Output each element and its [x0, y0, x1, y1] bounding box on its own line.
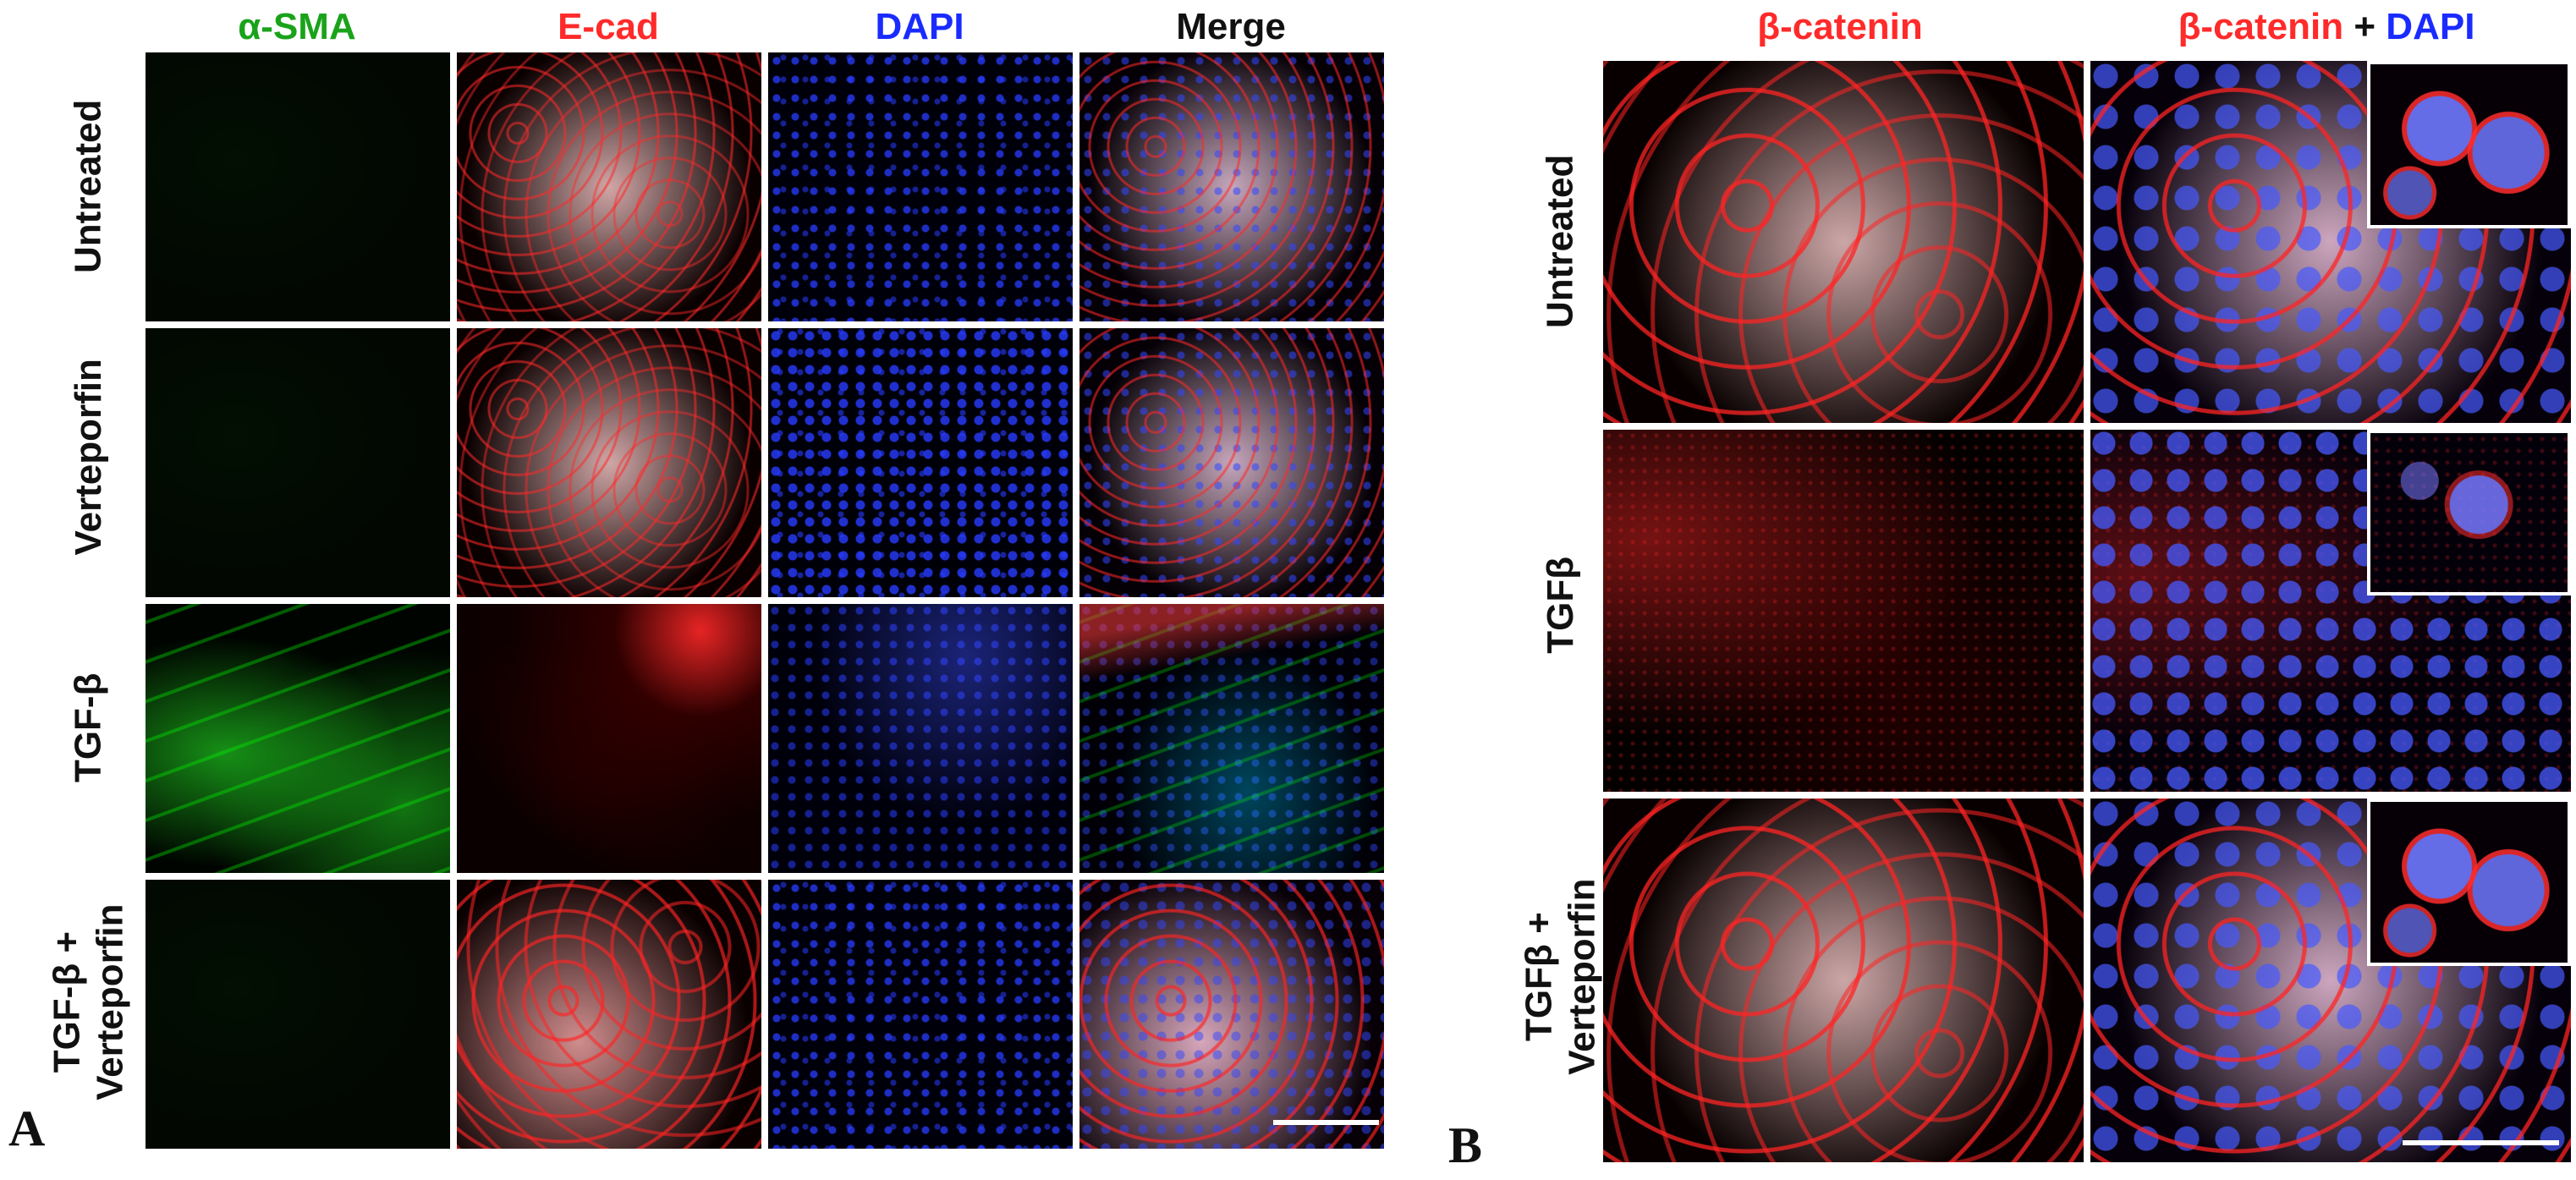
- image-tile-tgf-beta-merge: [1079, 604, 1384, 873]
- column-header-beta-catenin-part: β-catenin: [2178, 6, 2344, 47]
- image-tile-tgf-beta-verteporfin-merge: [1079, 880, 1384, 1149]
- image-tile-b-tgf-beta-verteporfin-beta-catenin: [1603, 799, 2084, 1162]
- scale-bar-panel-a: [1273, 1120, 1379, 1125]
- image-tile-tgf-beta-verteporfin-e-cad: [457, 880, 761, 1149]
- column-header-dapi: DAPI: [875, 6, 964, 47]
- scale-bar-panel-b: [2403, 1140, 2559, 1145]
- image-tile-tgf-beta-e-cad: [457, 604, 761, 873]
- column-header-dapi-part: DAPI: [2386, 6, 2475, 47]
- image-tile-verteporfin-e-cad: [457, 328, 761, 597]
- image-tile-untreated-merge: [1079, 52, 1384, 321]
- image-tile-tgf-beta-verteporfin-alpha-sma: [146, 880, 450, 1149]
- row-label-b-untreated: Untreated: [1539, 154, 1581, 328]
- inset-b-tgf-beta: [2367, 430, 2571, 595]
- image-tile-untreated-alpha-sma: [146, 52, 450, 321]
- column-header-plus-part: +: [2343, 6, 2387, 47]
- row-label-tgf-beta-verteporfin: TGF-β + Verteporfin: [46, 903, 130, 1101]
- image-tile-tgf-beta-alpha-sma: [146, 604, 450, 873]
- image-tile-untreated-e-cad: [457, 52, 761, 321]
- row-label-untreated: Untreated: [67, 99, 109, 273]
- image-tile-untreated-dapi: [768, 52, 1073, 321]
- column-header-beta-catenin: β-catenin: [1757, 6, 1923, 47]
- column-header-merge: Merge: [1176, 6, 1286, 47]
- row-label-verteporfin: Verteporfin: [67, 358, 109, 556]
- column-header-e-cad: E-cad: [557, 6, 659, 47]
- row-label-b-tgf-beta: TGFβ: [1539, 556, 1581, 654]
- image-tile-verteporfin-dapi: [768, 328, 1073, 597]
- inset-b-untreated: [2367, 61, 2571, 228]
- image-tile-verteporfin-merge: [1079, 328, 1384, 597]
- image-tile-tgf-beta-dapi: [768, 604, 1073, 873]
- image-tile-b-untreated-beta-catenin: [1603, 61, 2084, 423]
- row-label-tgf-beta: TGF-β: [67, 672, 109, 782]
- inset-b-tgf-beta-verteporfin: [2367, 799, 2571, 966]
- image-tile-tgf-beta-verteporfin-dapi: [768, 880, 1073, 1149]
- image-tile-verteporfin-alpha-sma: [146, 328, 450, 597]
- image-tile-b-tgf-beta-beta-catenin: [1603, 430, 2084, 792]
- panel-letter-b: B: [1448, 1117, 1483, 1173]
- column-header-beta-catenin-dapi: β-catenin + DAPI: [2090, 3, 2563, 51]
- panel-letter-a: A: [8, 1100, 46, 1156]
- column-header-alpha-sma: α-SMA: [238, 6, 356, 47]
